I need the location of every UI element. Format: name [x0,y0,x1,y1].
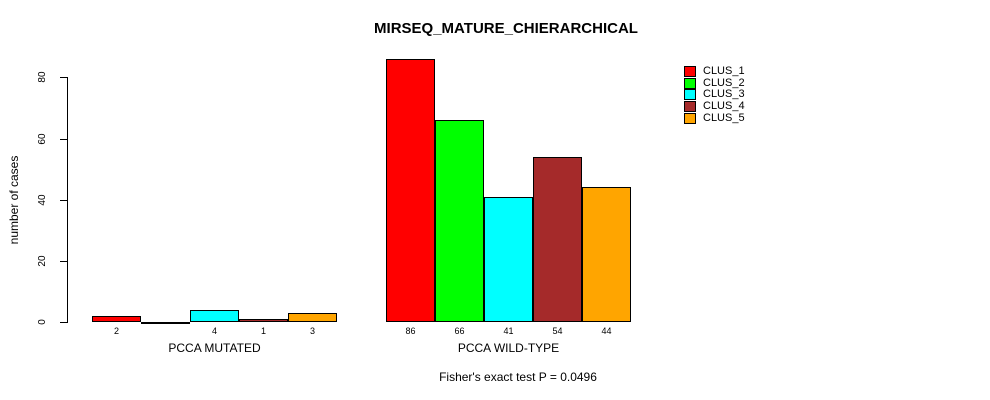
legend-swatch-clus_3 [684,89,696,100]
bar-value-label: 4 [211,326,217,336]
legend-swatch-clus_2 [684,78,696,89]
legend-label: CLUS_5 [703,112,745,124]
bar-clus_2 [141,322,190,324]
group-label: PCCA WILD-TYPE [457,341,560,355]
group-label: PCCA MUTATED [168,341,261,355]
legend-swatch-clus_1 [684,66,696,77]
bar-clus_3 [484,197,533,322]
bar-clus_5 [288,313,337,322]
y-tick-label: 60 [37,133,48,145]
y-tick-label: 80 [37,71,48,83]
bar-clus_1 [92,316,141,322]
legend-swatch-clus_5 [684,113,696,124]
legend-item: CLUS_4 [684,101,745,112]
legend-swatch-clus_4 [684,101,696,112]
y-tick [60,261,67,262]
legend-label: CLUS_4 [703,100,745,112]
bar-value-label: 2 [113,326,119,336]
bar-clus_4 [533,157,582,322]
bar-value-label: 44 [601,326,612,336]
chart-title: MIRSEQ_MATURE_CHIERARCHICAL [374,20,638,37]
legend-label: CLUS_2 [703,77,745,89]
y-tick [60,200,67,201]
bar-clus_3 [190,310,239,322]
bar-clus_5 [582,187,631,322]
bar-clus_1 [386,59,435,322]
bar-clus_4 [239,319,288,322]
legend-item: CLUS_3 [684,89,745,100]
y-tick-label: 0 [37,319,48,325]
bar-value-label: 1 [260,326,266,336]
bar-value-label: 54 [552,326,563,336]
y-tick-label: 20 [37,255,48,267]
y-tick [60,322,67,323]
y-tick [60,139,67,140]
bar-value-label: 86 [405,326,416,336]
bar-clus_2 [435,120,484,322]
y-axis-line [67,77,68,323]
y-axis-title: number of cases [7,155,21,245]
legend-label: CLUS_3 [703,88,745,100]
legend-label: CLUS_1 [703,65,745,77]
fisher-test-annotation: Fisher's exact test P = 0.0496 [439,370,597,384]
y-tick-label: 40 [37,194,48,206]
legend-item: CLUS_2 [684,78,745,89]
legend-item: CLUS_5 [684,113,745,124]
y-tick [60,77,67,78]
bar-value-label: 3 [309,326,315,336]
bar-value-label: 41 [503,326,514,336]
legend-item: CLUS_1 [684,66,745,77]
bar-value-label: 66 [454,326,465,336]
